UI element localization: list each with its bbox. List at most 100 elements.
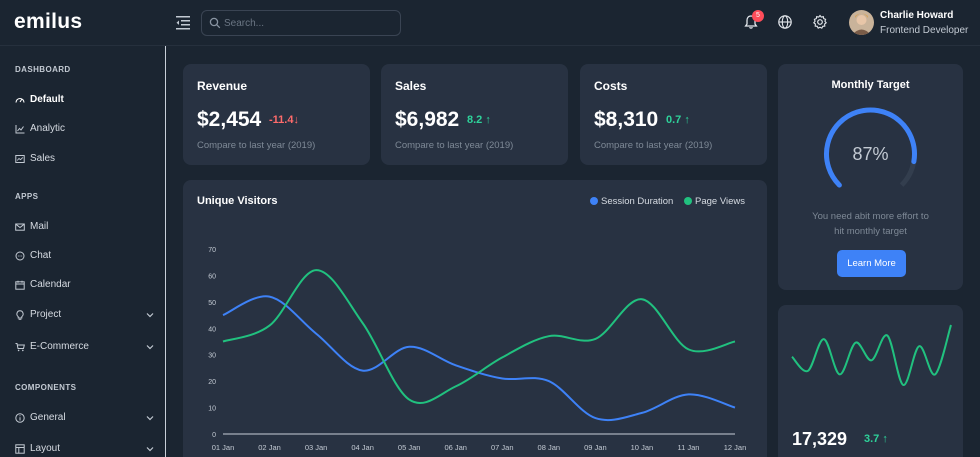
chart-legend: Session Duration Page Views (582, 196, 745, 207)
x-tick-label: 02 Jan (258, 443, 281, 452)
legend-item-page-views[interactable]: Page Views (684, 196, 745, 207)
calendar-icon (15, 280, 25, 290)
sidebar-item-label: Chat (30, 250, 52, 261)
sidebar-item-chat[interactable]: Chat (15, 248, 160, 266)
spark-value: 17,329 (792, 429, 848, 449)
chevron-down-icon (146, 416, 154, 421)
stat-value: $8,310 (594, 108, 659, 131)
sidebar-item-label: Default (30, 94, 64, 105)
stat-change-value: 8.2 (467, 114, 483, 126)
sidebar-item-analytic[interactable]: Analytic (15, 121, 160, 139)
arrow-down-icon: ↓ (293, 114, 299, 126)
learn-more-button[interactable]: Learn More (837, 250, 906, 277)
sidebar-item-default[interactable]: Default (15, 92, 160, 110)
y-tick-label: 50 (208, 300, 216, 307)
x-tick-label: 04 Jan (351, 443, 374, 452)
dashboard-icon (15, 97, 25, 103)
sidebar-item-label: Calendar (30, 279, 71, 290)
top-bar: emilus 5 Charlie Howard Frontend Develop… (0, 0, 980, 46)
target-title: Monthly Target (831, 79, 910, 91)
target-message: hit monthly target (834, 226, 907, 237)
sidebar-section-apps: APPS (15, 192, 39, 201)
target-message: You need abit more effort to (812, 211, 929, 222)
stat-note: Compare to last year (2019) (395, 140, 514, 151)
chevron-down-icon (146, 345, 154, 350)
layout-icon (15, 444, 25, 454)
y-tick-label: 70 (208, 247, 216, 254)
x-tick-label: 05 Jan (398, 443, 421, 452)
bulb-icon (16, 310, 24, 320)
arrow-up-icon: ↑ (882, 433, 888, 445)
revenue-card: Revenue $2,454 -11.4↓ Compare to last ye… (183, 64, 370, 165)
user-name[interactable]: Charlie Howard (880, 10, 954, 21)
stat-title: Costs (594, 79, 628, 93)
sidebar-item-label: Layout (30, 443, 61, 454)
y-tick-label: 0 (212, 432, 216, 439)
monthly-target-card: Monthly Target 87% You need abit more ef… (778, 64, 963, 290)
x-tick-label: 08 Jan (538, 443, 561, 452)
x-tick-label: 06 Jan (444, 443, 467, 452)
stat-title: Revenue (197, 79, 248, 93)
x-tick-label: 11 Jan (677, 443, 699, 452)
sidebar-item-general[interactable]: General (15, 410, 160, 428)
avatar[interactable] (849, 10, 874, 35)
search-input[interactable] (224, 11, 394, 35)
sidebar-item-layout[interactable]: Layout (15, 441, 160, 457)
y-tick-label: 60 (208, 273, 216, 280)
target-percent: 87% (852, 144, 889, 164)
chevron-down-icon (146, 447, 154, 452)
stat-note: Compare to last year (2019) (197, 140, 316, 151)
series-line-session-duration[interactable] (222, 295, 736, 422)
x-tick-label: 10 Jan (631, 443, 654, 452)
arrow-up-icon: ↑ (485, 114, 491, 126)
sidebar-item-calendar[interactable]: Calendar (15, 277, 160, 295)
stat-value: $2,454 (197, 108, 262, 131)
y-tick-label: 30 (208, 353, 216, 360)
stat-value: $6,982 (395, 108, 460, 131)
sidebar-item-mail[interactable]: Mail (15, 219, 160, 237)
y-tick-label: 20 (208, 379, 216, 386)
stat-change: -11.4↓ (269, 114, 299, 126)
chat-icon (15, 251, 25, 261)
sidebar-item-label: Project (30, 309, 62, 320)
legend-label: Page Views (695, 196, 745, 207)
sidebar-item-ecommerce[interactable]: E-Commerce (15, 339, 160, 357)
sidebar-section-components: COMPONENTS (15, 383, 77, 392)
legend-label: Session Duration (601, 196, 674, 207)
sidebar-item-sales[interactable]: Sales (15, 151, 160, 169)
menu-fold-icon[interactable] (176, 14, 190, 30)
target-gauge (824, 107, 917, 188)
legend-item-session-duration[interactable]: Session Duration (590, 196, 673, 207)
info-icon (15, 413, 25, 423)
user-role: Frontend Developer (880, 25, 969, 36)
sales-card: Sales $6,982 8.2 ↑ Compare to last year … (381, 64, 568, 165)
sidebar: DASHBOARD Default Analytic Sales APPS Ma… (0, 46, 166, 457)
sales-icon (15, 155, 25, 163)
y-tick-label: 10 (208, 406, 216, 413)
gauge-progress (824, 107, 917, 188)
stat-change: 0.7 ↑ (666, 114, 690, 126)
app-logo[interactable]: emilus (14, 10, 83, 33)
stat-note: Compare to last year (2019) (594, 140, 713, 151)
stat-title: Sales (395, 79, 427, 93)
sidebar-item-project[interactable]: Project (15, 307, 160, 325)
y-tick-label: 40 (208, 326, 216, 333)
sidebar-item-label: E-Commerce (30, 341, 89, 352)
stat-change: 8.2 ↑ (467, 114, 491, 126)
x-tick-label: 03 Jan (305, 443, 328, 452)
x-tick-label: 09 Jan (584, 443, 607, 452)
spark-change-value: 3.7 (864, 433, 880, 445)
mail-icon (15, 223, 25, 231)
unique-visitors-chart: 0 10 20 30 40 50 60 70 01 Jan 02 Jan 03 Jan 04 Jan 0… (208, 247, 747, 452)
cart-icon (15, 343, 25, 352)
globe-icon[interactable] (777, 14, 793, 30)
costs-card: Costs $8,310 0.7 ↑ Compare to last year … (580, 64, 767, 165)
search-icon (209, 17, 221, 29)
gear-icon[interactable] (812, 14, 828, 30)
series-line-page-views[interactable] (222, 269, 736, 405)
search-box (201, 10, 401, 36)
notification-badge: 5 (752, 10, 764, 22)
sidebar-item-label: Analytic (30, 123, 66, 134)
sidebar-section-dashboard: DASHBOARD (15, 65, 71, 74)
x-tick-label: 12 Jan (724, 443, 747, 452)
